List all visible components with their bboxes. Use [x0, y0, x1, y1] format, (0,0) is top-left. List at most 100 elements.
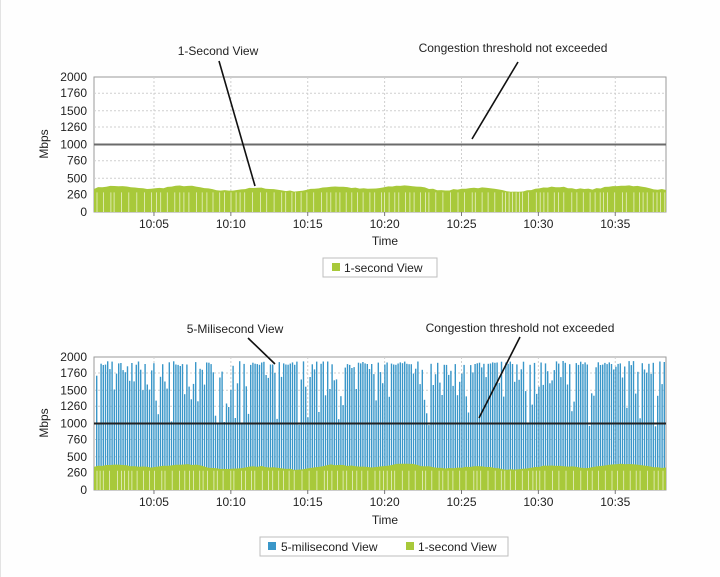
spike-bar: [584, 362, 586, 490]
spike-bar: [153, 363, 155, 490]
spike-bar: [225, 403, 228, 490]
spike-bar: [648, 363, 650, 490]
spike-bar: [657, 395, 659, 490]
y-tick-label: 1760: [60, 366, 87, 380]
spike-bar: [135, 364, 137, 490]
spike-bar: [637, 371, 639, 490]
spike-bar: [463, 364, 465, 490]
spike-bar: [305, 386, 307, 490]
chart-1-y-ticks: 0 260 500 760 1000 1260 1500 1760 2000: [60, 70, 87, 219]
spike-bar: [533, 362, 536, 490]
spike-bar: [274, 372, 276, 490]
chart-2-legend: 5-milisecond View 1-second View: [259, 536, 509, 557]
chart-1-legend: 1-second View: [322, 257, 438, 278]
chart-1-annotation-threshold-pointer: [471, 61, 519, 140]
x-tick-label: 10:20: [370, 217, 400, 231]
spike-bar: [148, 389, 151, 490]
spike-bar: [641, 363, 643, 490]
spike-bar: [415, 368, 417, 490]
spike-bar: [98, 423, 100, 490]
spike-bar: [109, 369, 111, 490]
spike-bar: [388, 396, 390, 490]
spike-bar: [311, 364, 313, 490]
spike-bar: [522, 361, 525, 490]
spike-bar: [289, 363, 291, 490]
spike-bar: [243, 363, 245, 490]
spike-bar: [280, 376, 283, 490]
spike-bar: [195, 362, 197, 490]
spike-bar: [115, 373, 118, 490]
spike-bar: [437, 362, 439, 490]
chart-1-legend-swatch-1-second-view: [332, 263, 340, 271]
spike-bar: [300, 379, 302, 490]
spike-bar: [635, 393, 637, 490]
spike-bar: [632, 361, 635, 490]
spike-bar: [313, 369, 316, 490]
spike-bar: [492, 362, 494, 490]
spike-bar: [599, 365, 602, 490]
spike-bar: [470, 365, 472, 490]
x-tick-label: 10:35: [600, 495, 630, 509]
spike-bar: [421, 369, 423, 490]
spike-bar: [287, 364, 289, 490]
spike-bar: [173, 361, 175, 490]
spike-bar: [192, 383, 195, 490]
spike-bar: [177, 364, 179, 490]
spike-bar: [507, 363, 509, 490]
chart-1-annotation-view: 1-Second View: [178, 44, 259, 58]
x-tick-label: 10:30: [523, 495, 553, 509]
spike-bar: [551, 380, 553, 490]
spike-bar: [448, 374, 450, 490]
spike-bar: [454, 364, 456, 490]
spike-bar: [263, 361, 265, 490]
spike-bar: [639, 418, 641, 490]
spike-bar: [122, 370, 124, 490]
y-tick-label: 1260: [60, 399, 87, 413]
spike-bar: [439, 382, 441, 490]
spike-bar: [617, 363, 619, 490]
spike-bar: [254, 363, 256, 490]
spike-bar: [626, 407, 628, 490]
spike-bar: [203, 384, 206, 490]
spike-bar: [144, 364, 146, 490]
y-tick-label: 1000: [60, 138, 87, 152]
spike-bar: [518, 379, 520, 490]
spike-bar: [100, 363, 102, 490]
spike-bar: [379, 372, 382, 490]
spike-bar: [344, 367, 346, 490]
spike-bar: [298, 424, 300, 490]
chart-1-legend-box: [322, 257, 438, 278]
chart-2-legend-box: [259, 536, 509, 557]
spike-bar: [608, 362, 610, 490]
spike-bar: [505, 362, 507, 490]
spike-bar: [494, 362, 496, 490]
spike-bar: [309, 377, 311, 490]
spike-bar: [404, 361, 406, 490]
spike-bar: [615, 366, 617, 490]
spike-bar: [351, 368, 353, 490]
spike-bar: [256, 364, 258, 490]
spike-bar: [362, 362, 364, 490]
spike-bar: [564, 362, 566, 490]
chart-2-x-ticks: 10:05 10:10 10:15 10:20 10:25 10:30 10:35: [139, 490, 631, 509]
spike-bar: [340, 396, 342, 490]
area-1-second-view: [94, 185, 666, 212]
spike-bar: [184, 394, 186, 490]
spike-bar: [294, 364, 296, 490]
y-tick-label: 0: [80, 483, 87, 497]
spike-bar: [496, 362, 498, 490]
spike-bar: [562, 361, 564, 490]
spike-bar: [553, 370, 555, 490]
spike-bar: [223, 422, 225, 490]
spike-bar: [236, 383, 239, 490]
spike-bar: [500, 361, 503, 490]
spike-bar: [104, 364, 107, 490]
y-tick-label: 1760: [60, 86, 87, 100]
spike-bar: [166, 388, 168, 490]
spike-bar: [593, 395, 595, 490]
spike-bar: [353, 367, 355, 490]
y-tick-label: 260: [67, 466, 87, 480]
spike-bar: [283, 363, 285, 490]
spike-bar: [175, 364, 177, 490]
